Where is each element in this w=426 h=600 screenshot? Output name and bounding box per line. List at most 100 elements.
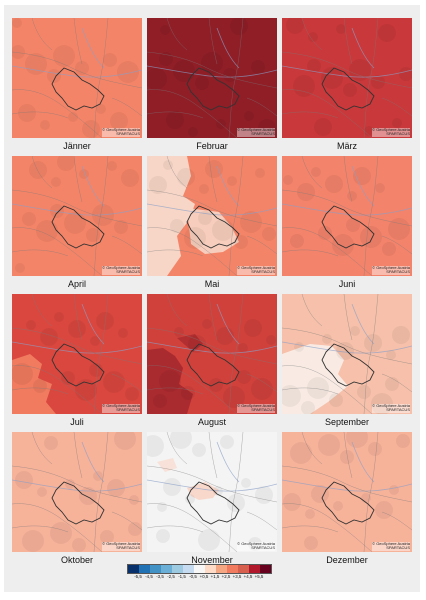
temperature-anomaly-map <box>12 432 142 552</box>
temperature-anomaly-map <box>147 294 277 414</box>
map-credit: © GeoSphere Austria SPARTACUS <box>237 126 275 137</box>
legend-tick: +1,5 <box>210 574 220 579</box>
month-label: April <box>67 279 86 289</box>
legend-swatch <box>161 565 172 573</box>
legend-tick: -0,5 <box>189 574 197 579</box>
legend-tick: +4,5 <box>243 574 253 579</box>
month-panel: © GeoSphere Austria SPARTACUS April <box>12 156 142 293</box>
temperature-anomaly-map <box>282 156 412 276</box>
map-mai: © GeoSphere Austria SPARTACUS <box>147 156 277 276</box>
map-grid-panel: © GeoSphere Austria SPARTACUS Jänner © GeoS… <box>4 5 420 592</box>
map-februar: © GeoSphere Austria SPARTACUS <box>147 18 277 138</box>
legend-tick: -3,5 <box>156 574 164 579</box>
map-credit: © GeoSphere Austria SPARTACUS <box>237 402 275 413</box>
month-label: August <box>197 417 227 427</box>
credit-line-1: © GeoSphere Austria <box>102 126 140 132</box>
temperature-anomaly-map <box>12 18 142 138</box>
temperature-anomaly-map <box>147 432 277 552</box>
month-label: Jänner <box>63 141 91 151</box>
legend-tick-labels: -5,5 -4,5 -3,5 -2,5 -1,5 -0,5 +0,5 +1,5 +2,5 +3,5… <box>119 574 287 582</box>
map-april: © GeoSphere Austria SPARTACUS <box>12 156 142 276</box>
credit-line-1: © GeoSphere Austria <box>237 540 275 546</box>
month-panel: © GeoSphere Austria SPARTACUS Mai <box>147 156 277 293</box>
credit-line-2: SPARTACUS <box>386 131 410 137</box>
map-jaenner: © GeoSphere Austria SPARTACUS <box>12 18 142 138</box>
month-panel: © GeoSphere Austria SPARTACUS Juli <box>12 294 142 431</box>
legend-color-bar <box>127 564 272 574</box>
credit-line-2: SPARTACUS <box>386 545 410 551</box>
credit-line-1: © GeoSphere Austria <box>237 126 275 132</box>
credit-line-1: © GeoSphere Austria <box>372 264 410 270</box>
temperature-anomaly-map <box>282 18 412 138</box>
legend-tick: +0,5 <box>199 574 209 579</box>
temperature-anomaly-map <box>147 18 277 138</box>
legend-tick: +2,5 <box>221 574 231 579</box>
map-credit: © GeoSphere Austria SPARTACUS <box>372 264 410 275</box>
legend-swatch <box>260 565 271 573</box>
temperature-anomaly-map <box>12 294 142 414</box>
credit-line-2: SPARTACUS <box>386 269 410 275</box>
map-oktober: © GeoSphere Austria SPARTACUS <box>12 432 142 552</box>
map-maerz: © GeoSphere Austria SPARTACUS <box>282 18 412 138</box>
map-november: © GeoSphere Austria SPARTACUS <box>147 432 277 552</box>
credit-line-1: © GeoSphere Austria <box>102 264 140 270</box>
temperature-anomaly-map <box>282 432 412 552</box>
map-credit: © GeoSphere Austria SPARTACUS <box>372 126 410 137</box>
legend-swatch <box>194 565 205 573</box>
color-legend: -5,5 -4,5 -3,5 -2,5 -1,5 -0,5 +0,5 +1,5 +2,5 +3,5… <box>119 562 287 586</box>
legend-tick: -2,5 <box>167 574 175 579</box>
month-panel: © GeoSphere Austria SPARTACUS März <box>282 18 412 155</box>
credit-line-2: SPARTACUS <box>116 131 140 137</box>
month-panel: © GeoSphere Austria SPARTACUS Oktober <box>12 432 142 569</box>
legend-tick: -1,5 <box>178 574 186 579</box>
credit-line-2: SPARTACUS <box>251 407 275 413</box>
legend-swatch <box>150 565 161 573</box>
legend-swatch <box>205 565 216 573</box>
map-credit: © GeoSphere Austria SPARTACUS <box>102 402 140 413</box>
legend-swatch <box>172 565 183 573</box>
legend-tick: -5,5 <box>134 574 142 579</box>
credit-line-1: © GeoSphere Austria <box>372 126 410 132</box>
credit-line-1: © GeoSphere Austria <box>102 402 140 408</box>
temperature-anomaly-map <box>147 156 277 276</box>
legend-swatch <box>183 565 194 573</box>
legend-tick: -4,5 <box>145 574 153 579</box>
map-september: © GeoSphere Austria SPARTACUS <box>282 294 412 414</box>
month-label: Oktober <box>60 555 93 565</box>
map-credit: © GeoSphere Austria SPARTACUS <box>372 402 410 413</box>
map-dezember: © GeoSphere Austria SPARTACUS <box>282 432 412 552</box>
map-juni: © GeoSphere Austria SPARTACUS <box>282 156 412 276</box>
credit-line-2: SPARTACUS <box>251 545 275 551</box>
map-juli: © GeoSphere Austria SPARTACUS <box>12 294 142 414</box>
legend-swatch <box>216 565 227 573</box>
month-label: März <box>337 141 357 151</box>
credit-line-2: SPARTACUS <box>116 545 140 551</box>
legend-swatch <box>238 565 249 573</box>
legend-swatch <box>249 565 260 573</box>
credit-line-1: © GeoSphere Austria <box>372 540 410 546</box>
month-label: November <box>191 555 233 565</box>
legend-tick: +5,5 <box>254 574 264 579</box>
month-label: Juli <box>70 417 84 427</box>
month-panel: © GeoSphere Austria SPARTACUS Jänner <box>12 18 142 155</box>
credit-line-1: © GeoSphere Austria <box>237 402 275 408</box>
month-label: Februar <box>196 141 228 151</box>
legend-swatch <box>139 565 150 573</box>
map-credit: © GeoSphere Austria SPARTACUS <box>237 265 275 275</box>
map-credit: © GeoSphere Austria SPARTACUS <box>102 264 140 275</box>
month-label: Juni <box>338 279 356 289</box>
month-panel: © GeoSphere Austria SPARTACUS Februar <box>147 18 277 155</box>
map-credit: © GeoSphere Austria SPARTACUS <box>372 540 410 551</box>
month-panel: © GeoSphere Austria SPARTACUS September <box>282 294 412 431</box>
month-panel: © GeoSphere Austria SPARTACUS Dezember <box>282 432 412 569</box>
credit-line-2: SPARTACUS <box>251 131 275 137</box>
legend-tick: +3,5 <box>232 574 242 579</box>
month-panel: © GeoSphere Austria SPARTACUS Juni <box>282 156 412 293</box>
map-credit: © GeoSphere Austria SPARTACUS <box>237 540 275 551</box>
credit-line-1: © GeoSphere Austria <box>372 402 410 408</box>
map-august: © GeoSphere Austria SPARTACUS <box>147 294 277 414</box>
map-credit: © GeoSphere Austria SPARTACUS <box>102 541 140 551</box>
credit-line-2: SPARTACUS <box>116 269 140 275</box>
legend-swatch <box>227 565 238 573</box>
credit-line-2: SPARTACUS <box>251 269 275 275</box>
